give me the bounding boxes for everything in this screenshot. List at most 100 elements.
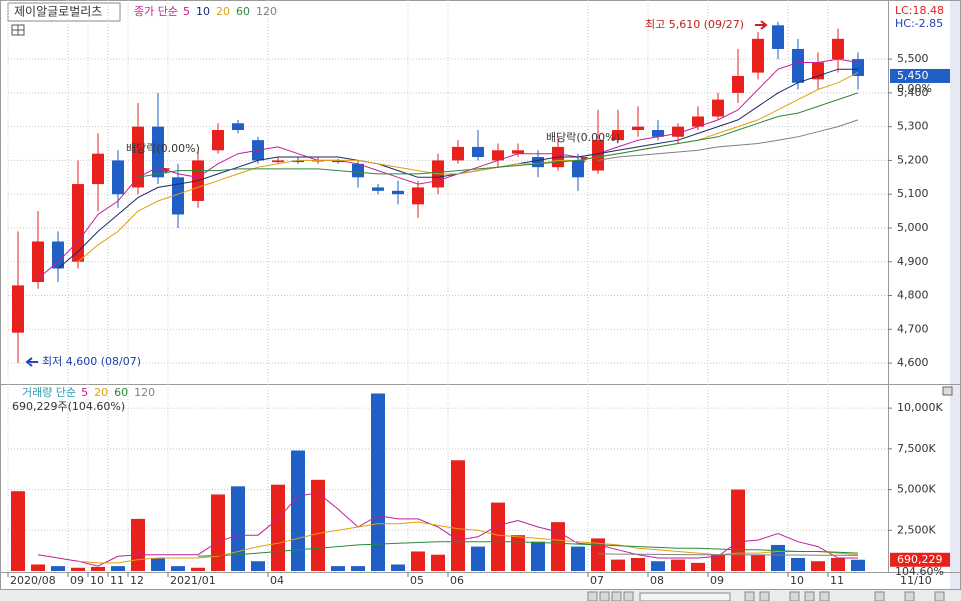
x-tick-label: 2020/08: [10, 574, 56, 587]
y-tick-label: 5,400: [897, 86, 929, 99]
y-tick-label: 10,000K: [897, 401, 943, 414]
last-change: 0.00%: [897, 82, 932, 95]
volume-bar: [491, 502, 505, 571]
y-tick-label: 4,900: [897, 255, 929, 268]
button[interactable]: [587, 591, 598, 601]
button[interactable]: [744, 591, 755, 601]
button[interactable]: [874, 591, 885, 601]
button[interactable]: [904, 591, 915, 601]
legend-title: 종가 단순: [134, 5, 178, 18]
volume-bar: [131, 518, 145, 571]
candle-body: [632, 126, 644, 131]
y-tick-label: 7,500K: [897, 442, 936, 455]
button[interactable]: [599, 591, 610, 601]
legend-entry: 10: [196, 5, 210, 18]
volume-bar: [531, 541, 545, 571]
volume-bar: [731, 489, 745, 571]
ma-line: [197, 541, 859, 557]
volume-bar: [111, 566, 125, 571]
button[interactable]: [789, 591, 800, 601]
volume-bar: [551, 522, 565, 571]
annotation: 배당락(0.00%): [126, 142, 200, 155]
volume-bar: [431, 554, 445, 571]
volume-bar: [271, 484, 285, 571]
volume-bar: [31, 564, 45, 571]
volume-bar: [191, 567, 205, 571]
legend-entry: 60: [236, 5, 250, 18]
high-arrow: [755, 20, 768, 30]
ma-line: [137, 92, 859, 178]
volume-bar: [471, 546, 485, 571]
candle-body: [592, 140, 604, 171]
button[interactable]: [804, 591, 815, 601]
x-tick-label: 07: [590, 574, 604, 587]
y-tick-label: 4,600: [897, 356, 929, 369]
x-tick-label: 09: [70, 574, 84, 587]
volume-bar: [71, 567, 85, 571]
x-tick-label: 10: [90, 574, 104, 587]
volume-bar: [371, 393, 385, 571]
last-volume: 690,229: [897, 553, 943, 566]
hc-label: HC:-2.85: [895, 17, 943, 30]
x-tick-label: 10: [790, 574, 804, 587]
candle-body: [712, 99, 724, 117]
ma-line: [597, 553, 859, 556]
volume-bar: [211, 494, 225, 571]
panel-close[interactable]: [942, 386, 953, 396]
candle-body: [132, 126, 144, 188]
candle-body: [12, 285, 24, 333]
candle-body: [852, 59, 864, 76]
volume-bar: [671, 559, 685, 571]
scrollbar[interactable]: [639, 592, 731, 601]
volume-bar: [611, 559, 625, 571]
x-tick-label: 05: [410, 574, 424, 587]
volume-bar: [291, 450, 305, 571]
volume-bar: [231, 486, 245, 571]
candle-body: [512, 150, 524, 154]
volume-bar: [691, 562, 705, 571]
volume-bar: [791, 557, 805, 571]
volume-bar: [151, 557, 165, 571]
y-tick-label: 4,700: [897, 322, 929, 335]
candle-body: [332, 160, 344, 163]
volume-bar: [591, 538, 605, 571]
x-tick-label: 12: [130, 574, 144, 587]
candle-body: [692, 116, 704, 127]
volume-bar: [451, 460, 465, 571]
button[interactable]: [759, 591, 770, 601]
button[interactable]: [934, 591, 945, 601]
candle-body: [72, 184, 84, 262]
ma-line: [77, 72, 859, 263]
legend-entry: 20: [94, 386, 108, 399]
candle-body: [732, 75, 744, 93]
legend-entry: 5: [183, 5, 190, 18]
candle-body: [352, 163, 364, 178]
candle-body: [292, 160, 304, 163]
candle-body: [812, 62, 824, 80]
toolbar-buttons: [587, 591, 945, 601]
right-strip: [950, 0, 961, 590]
ma-line: [77, 521, 859, 564]
volume-bar: [751, 554, 765, 571]
toolbar: [0, 590, 961, 601]
last-price-box: [890, 68, 950, 83]
x-tick-label: 04: [270, 574, 284, 587]
candle-body: [612, 130, 624, 141]
candle-body: [32, 241, 44, 283]
y-tick-label: 4,800: [897, 289, 929, 302]
candle-body: [792, 48, 804, 83]
button[interactable]: [623, 591, 634, 601]
x-tick-label: 11: [110, 574, 124, 587]
button[interactable]: [611, 591, 622, 601]
x-tick-label: 11: [830, 574, 844, 587]
candle-body: [372, 187, 384, 191]
volume-bar: [411, 551, 425, 571]
button[interactable]: [819, 591, 830, 601]
ma-line: [597, 119, 859, 161]
y-tick-label: 5,100: [897, 187, 929, 200]
y-tick-label: 2,500K: [897, 523, 936, 536]
candle-body: [112, 160, 124, 195]
volume-bar: [711, 554, 725, 571]
candle-body: [212, 130, 224, 151]
